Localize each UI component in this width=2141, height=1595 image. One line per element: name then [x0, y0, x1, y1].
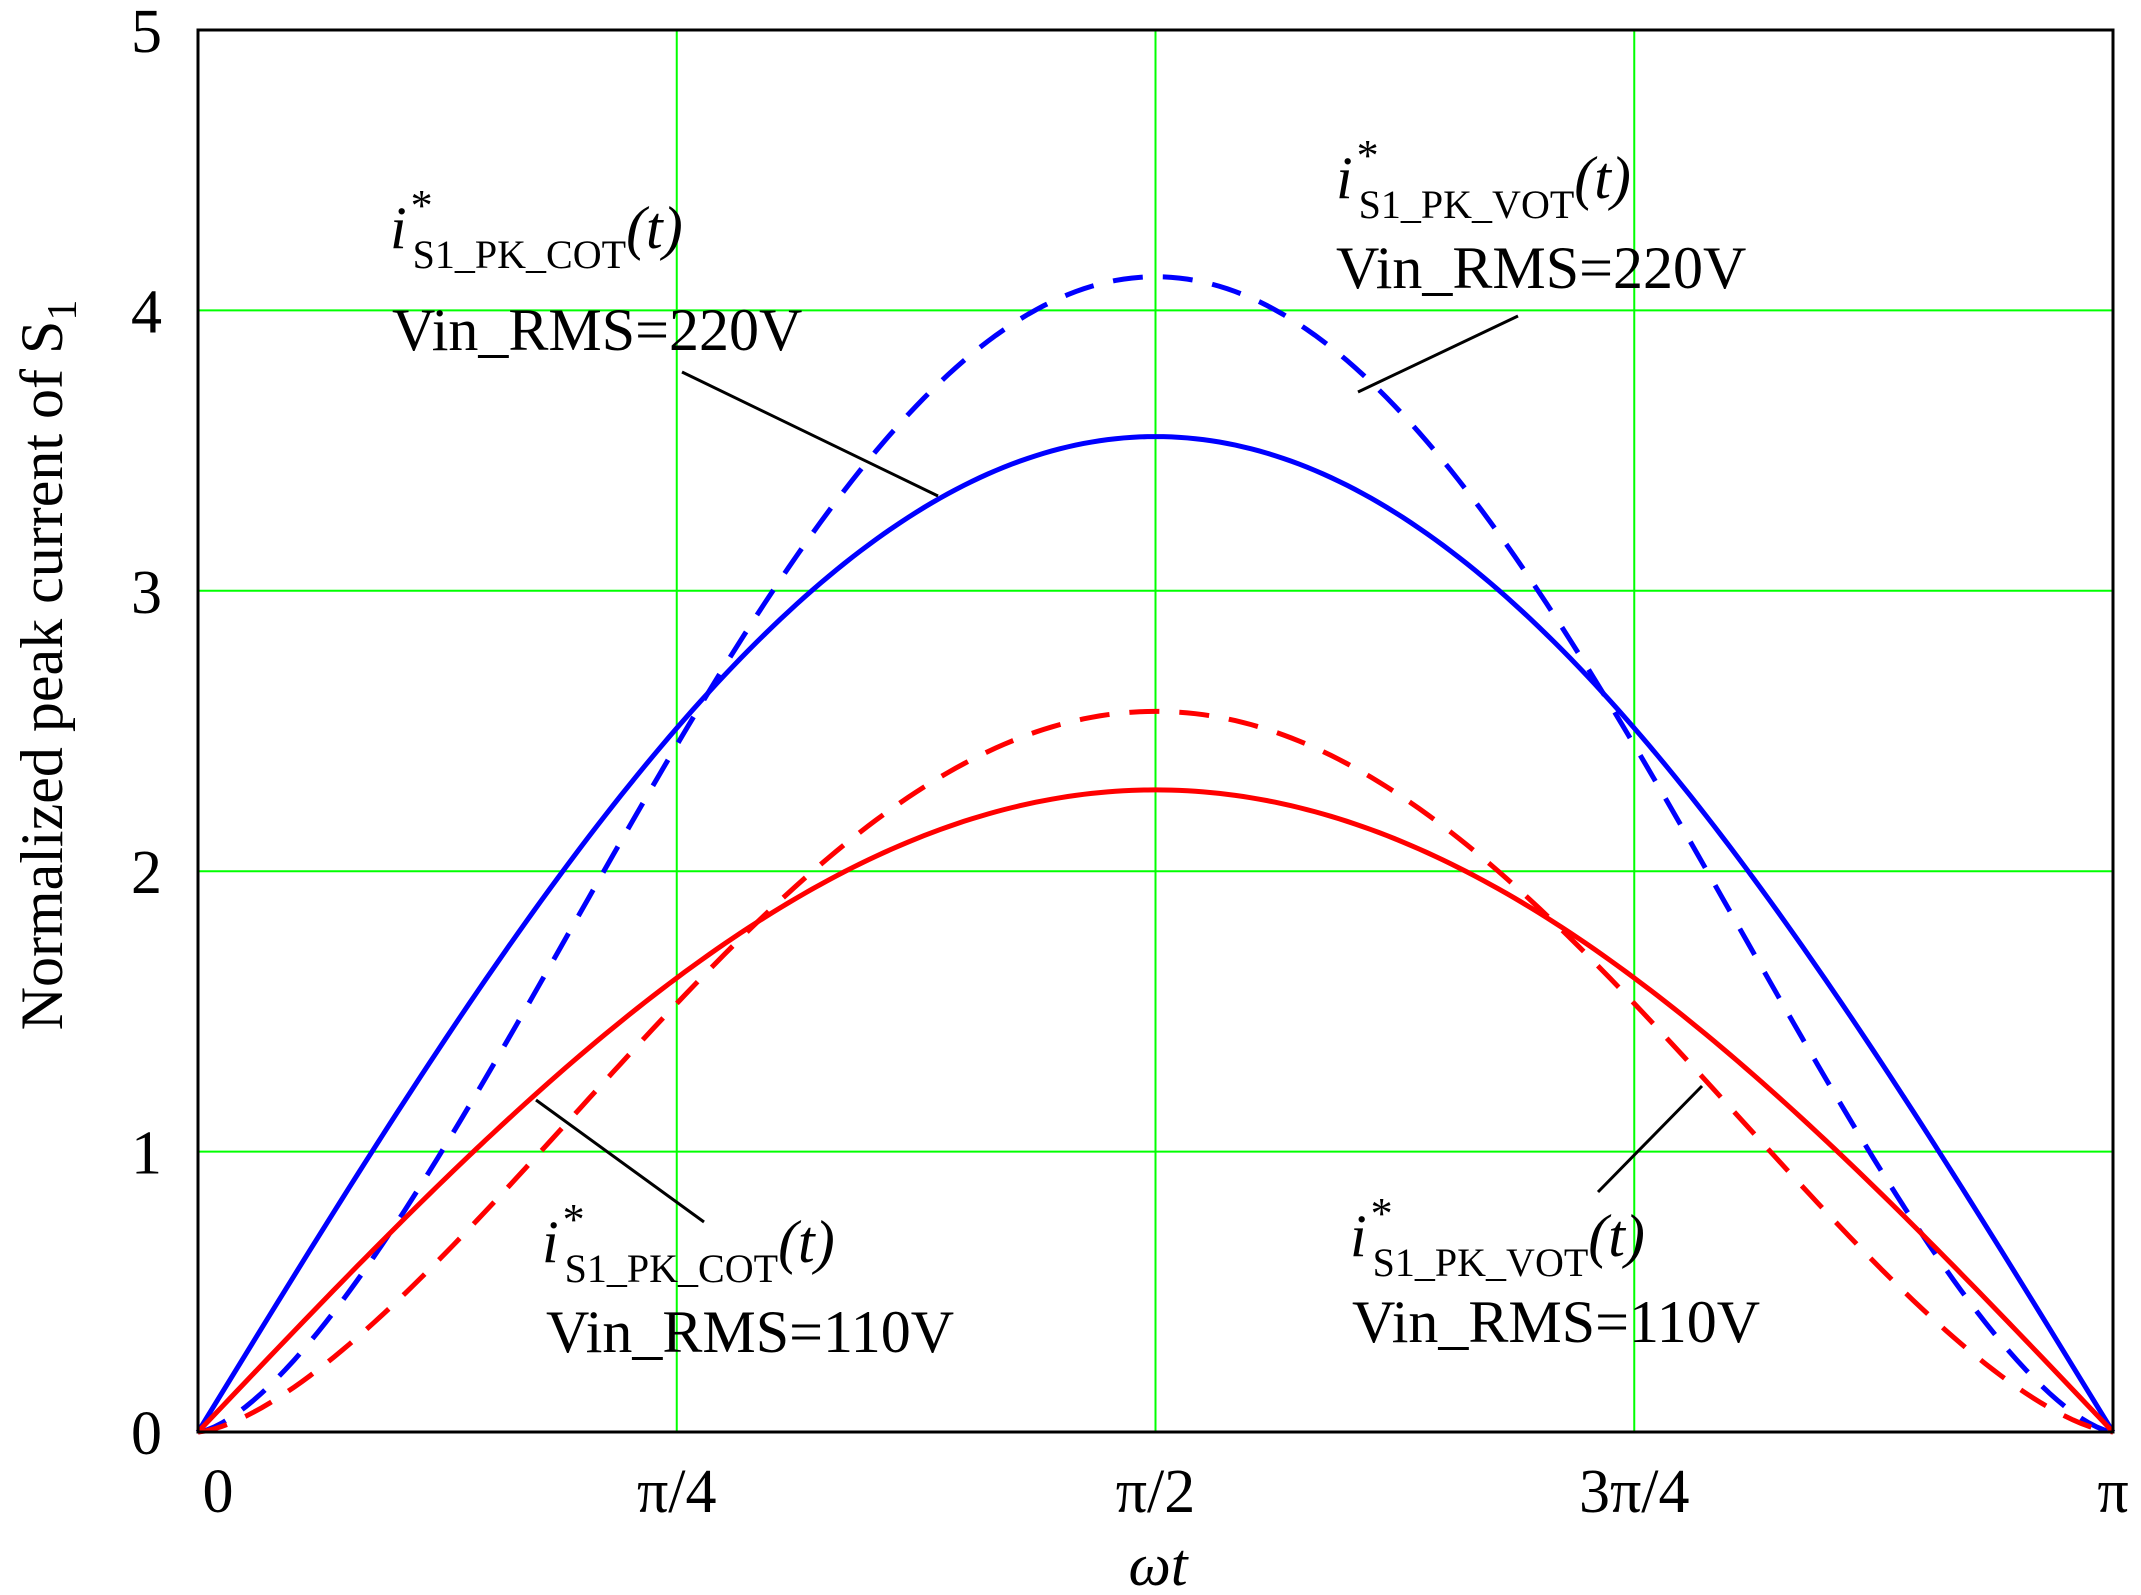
- svg-text:i*S1_PK_COT(t): i* S1_PK_COT(t): [542, 1195, 835, 1291]
- svg-text:i*S1_PK_VOT(t): i* S1_PK_VOT(t): [1336, 131, 1631, 227]
- tick-labels: 0 π/4 π/2 3π/4 π 0 1 2 3 4 5: [131, 0, 2129, 1526]
- series-line-2: [197, 274, 2114, 1435]
- svg-text:Vin_RMS=220V: Vin_RMS=220V: [392, 297, 802, 363]
- y-tick-label: 2: [131, 839, 162, 907]
- svg-text:Vin_RMS=110V: Vin_RMS=110V: [1352, 1289, 1760, 1355]
- annotation-vot-220v: i* S1_PK_VOT(t) Vin_RMS=220V: [1336, 131, 1746, 394]
- series-line-3: [196, 787, 2115, 1434]
- y-tick-label: 0: [131, 1400, 162, 1468]
- y-tick-label: 4: [131, 278, 162, 346]
- series-line-1: [195, 434, 2116, 1434]
- x-tick-label: 3π/4: [1579, 1458, 1690, 1526]
- y-tick-label: 1: [131, 1120, 162, 1188]
- series-group: [195, 274, 2116, 1435]
- series-line-4: [197, 708, 2114, 1435]
- svg-text:Vin_RMS=220V: Vin_RMS=220V: [1336, 235, 1746, 301]
- annotation-vot-110v: i* S1_PK_VOT(t) Vin_RMS=110V: [1350, 1084, 1760, 1355]
- leader-line-cot-110v: [535, 1098, 705, 1224]
- y-tick-label: 5: [131, 0, 162, 66]
- x-tick-label: π: [2097, 1458, 2128, 1526]
- plot-frame: [196, 28, 2115, 1434]
- x-axis-label: ωt: [1128, 1532, 1188, 1595]
- svg-text:i*S1_PK_COT(t): i* S1_PK_COT(t): [390, 181, 683, 277]
- y-tick-label: 3: [131, 559, 162, 627]
- annotation-cot-110v: i* S1_PK_COT(t) Vin_RMS=110V: [535, 1098, 954, 1365]
- x-tick-label: π/4: [637, 1458, 717, 1526]
- annotation-cot-220v: i* S1_PK_COT(t) Vin_RMS=220V: [390, 181, 939, 498]
- y-axis-label: Normalized peak current of S1: [9, 300, 86, 1031]
- x-tick-label: π/2: [1116, 1458, 1196, 1526]
- svg-text:i*S1_PK_VOT(t): i* S1_PK_VOT(t): [1350, 1189, 1645, 1285]
- x-tick-label: 0: [203, 1458, 234, 1526]
- leader-line-vot-110v: [1596, 1084, 1704, 1194]
- leader-line-vot-220v: [1357, 314, 1519, 394]
- svg-text:Vin_RMS=110V: Vin_RMS=110V: [546, 1299, 954, 1365]
- leader-line-cot-220v: [681, 370, 939, 498]
